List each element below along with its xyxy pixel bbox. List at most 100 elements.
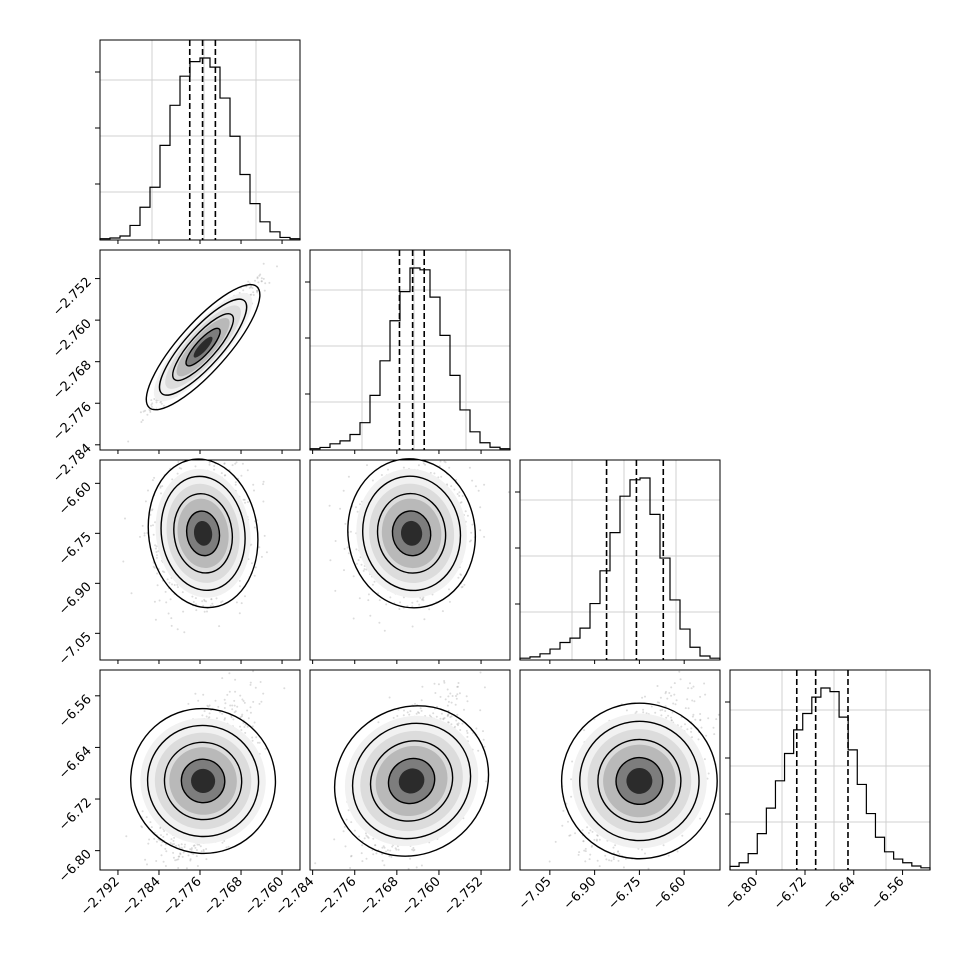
scatter-point [411, 601, 414, 604]
scatter-point [346, 546, 349, 549]
scatter-point [456, 493, 459, 495]
scatter-point [176, 586, 179, 589]
scatter-point [203, 710, 206, 713]
scatter-point [155, 556, 158, 559]
scatter-point [220, 472, 223, 475]
scatter-point [223, 474, 226, 477]
scatter-point [443, 460, 446, 463]
scatter-point [471, 523, 474, 526]
scatter-point [260, 555, 263, 558]
scatter-point [166, 578, 169, 581]
scatter-point [329, 559, 332, 562]
scatter-point [235, 601, 238, 604]
scatter-point [177, 844, 180, 847]
scatter-point [230, 716, 233, 719]
scatter-point [243, 701, 246, 704]
scatter-point [153, 837, 156, 840]
scatter-point [153, 566, 156, 569]
scatter-point [209, 604, 212, 607]
scatter-point [244, 731, 247, 734]
scatter-point [483, 535, 486, 538]
scatter-point [189, 848, 192, 851]
scatter-point [366, 464, 368, 467]
scatter-point [159, 827, 162, 830]
scatter-point [146, 413, 149, 416]
scatter-point [369, 614, 372, 617]
scatter-point [210, 598, 213, 601]
scatter-point [223, 462, 226, 465]
scatter-point [191, 595, 194, 598]
scatter-point [262, 480, 265, 483]
scatter-point [180, 467, 183, 470]
scatter-point [149, 513, 152, 516]
scatter-point [241, 698, 244, 701]
scatter-point [208, 716, 211, 719]
scatter-point [160, 844, 163, 847]
scatter-point [239, 716, 242, 719]
scatter-point [251, 736, 254, 739]
scatter-point [184, 843, 186, 846]
scatter-point [342, 489, 345, 492]
scatter-point [433, 472, 436, 475]
scatter-point [417, 464, 420, 467]
scatter-point [244, 595, 246, 598]
scatter-point [154, 521, 157, 524]
scatter-point [175, 858, 178, 861]
scatter-point [221, 600, 224, 603]
scatter-point [232, 718, 235, 721]
scatter-point [178, 467, 181, 469]
scatter-point [226, 693, 229, 696]
scatter-point [378, 599, 381, 602]
scatter-point [461, 585, 464, 588]
scatter-point [192, 601, 195, 603]
scatter-point [223, 840, 226, 842]
scatter-point [224, 474, 227, 477]
scatter-point [459, 501, 462, 504]
scatter-point [177, 460, 180, 463]
scatter-point [246, 709, 249, 712]
scatter-point [380, 474, 383, 476]
scatter-point [162, 860, 165, 863]
scatter-point [154, 547, 157, 550]
scatter-point [371, 479, 374, 482]
scatter-point [185, 867, 188, 870]
scatter-point [143, 534, 146, 537]
scatter-point [139, 535, 141, 538]
scatter-point [122, 560, 125, 563]
scatter-point [383, 629, 386, 632]
scatter-point [359, 503, 361, 506]
scatter-point [250, 293, 253, 296]
scatter-point [221, 841, 224, 844]
scatter-point [189, 859, 192, 862]
scatter-point [440, 475, 443, 478]
scatter-point [242, 289, 245, 292]
scatter-point [202, 693, 205, 696]
scatter-point [124, 517, 126, 520]
scatter-point [130, 592, 133, 595]
scatter-point [150, 399, 153, 402]
scatter-point [479, 529, 482, 532]
scatter-point [194, 465, 197, 468]
scatter-point [172, 839, 175, 842]
scatter-point [250, 284, 253, 287]
scatter-point [125, 835, 128, 838]
scatter-point [160, 834, 162, 837]
scatter-point [399, 601, 402, 604]
scatter-point [147, 842, 150, 845]
scatter-point [155, 407, 158, 410]
scatter-point [173, 584, 176, 586]
scatter-point [223, 462, 226, 465]
scatter-point [249, 683, 252, 686]
scatter-point [199, 845, 202, 848]
scatter-point [459, 573, 462, 576]
scatter-point [147, 489, 149, 492]
scatter-point [224, 717, 226, 720]
scatter-point [160, 402, 163, 405]
scatter-point [352, 617, 355, 620]
scatter-point [171, 478, 174, 481]
scatter-point [198, 843, 201, 846]
scatter-point [154, 544, 157, 547]
scatter-point [460, 574, 463, 576]
scatter-point [249, 706, 252, 709]
scatter-point [260, 280, 263, 283]
